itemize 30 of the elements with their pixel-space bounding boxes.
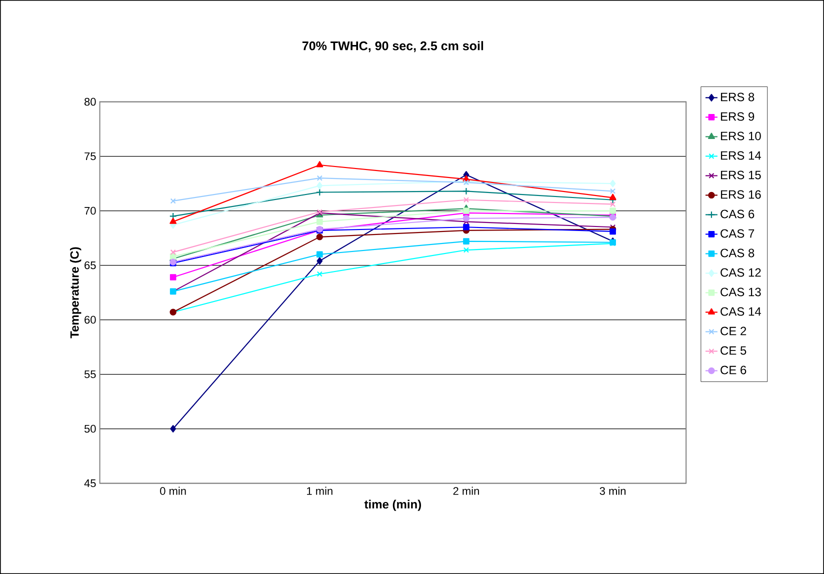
legend-label: ERS 16 [720, 190, 761, 199]
legend-label: CAS 14 [720, 307, 761, 316]
y-tick-label: 55 [84, 370, 96, 378]
x-tick-label: 1 min [307, 486, 332, 495]
y-axis-title: Temperature (C) [70, 247, 82, 338]
legend-label: CAS 8 [720, 248, 754, 258]
x-tick-label: 0 min [160, 486, 186, 495]
x-tick-label: 2 min [453, 486, 479, 495]
x-tick-label: 3 min [600, 486, 626, 495]
legend-label: ERS 8 [720, 92, 754, 102]
legend-label: ERS 15 [720, 170, 761, 180]
y-tick-label: 75 [84, 152, 96, 160]
legend-label: ERS 9 [720, 112, 754, 121]
legend-label: CE 2 [720, 326, 746, 336]
legend-label: CE 6 [720, 366, 746, 374]
legend-label: CAS 7 [720, 229, 754, 238]
x-axis-title: time (min) [364, 500, 421, 511]
legend-label: CE 5 [720, 346, 746, 355]
legend-label: ERS 10 [720, 132, 761, 140]
chart-title: 70% TWHC, 90 sec, 2.5 cm soil [302, 41, 484, 52]
legend-label: CAS 6 [720, 210, 754, 218]
y-tick-label: 50 [84, 424, 96, 433]
legend-label: CAS 13 [720, 288, 761, 296]
y-tick-label: 80 [84, 98, 96, 106]
y-tick-label: 65 [84, 261, 96, 270]
y-tick-label: 70 [84, 206, 96, 215]
y-tick-label: 60 [84, 316, 96, 324]
y-tick-label: 45 [84, 479, 96, 488]
legend-label: ERS 14 [720, 151, 761, 160]
legend-label: CAS 12 [720, 268, 761, 277]
